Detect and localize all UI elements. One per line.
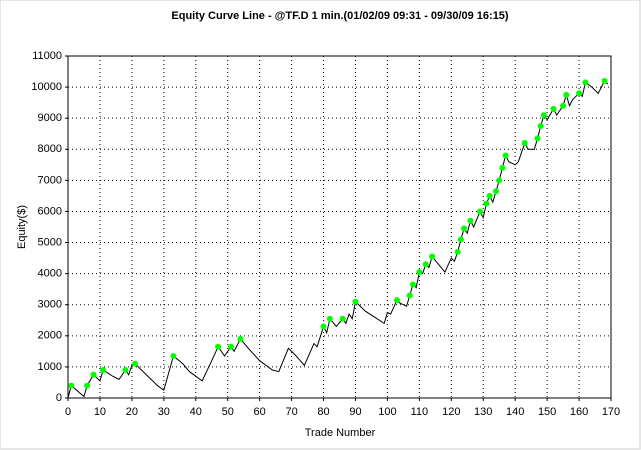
high-marker <box>393 297 400 304</box>
high-marker <box>237 335 244 342</box>
y-tick-label: 6000 <box>38 205 62 217</box>
x-tick-label: 130 <box>474 406 492 418</box>
high-marker <box>84 382 91 389</box>
y-tick-label: 0 <box>56 392 62 404</box>
high-marker <box>409 281 416 288</box>
y-tick-label: 5000 <box>38 236 62 248</box>
x-tick-label: 30 <box>158 406 170 418</box>
y-tick-label: 1000 <box>38 361 62 373</box>
y-tick-label: 9000 <box>38 112 62 124</box>
y-tick-label: 4000 <box>38 268 62 280</box>
high-marker <box>467 217 474 224</box>
high-marker <box>537 122 544 129</box>
high-marker <box>352 298 359 305</box>
high-marker <box>461 225 468 232</box>
high-marker <box>550 105 557 112</box>
high-marker <box>540 112 547 119</box>
high-marker <box>601 77 608 84</box>
chart-title: Equity Curve Line - @TF.D 1 min.(01/02/0… <box>171 10 509 22</box>
high-marker <box>499 164 506 171</box>
y-tick-label: 11000 <box>32 50 62 62</box>
high-marker <box>100 367 107 374</box>
high-marker <box>90 371 97 378</box>
x-tick-label: 140 <box>506 406 524 418</box>
high-marker <box>493 188 500 195</box>
high-marker <box>576 90 583 97</box>
x-tick-label: 70 <box>285 406 297 418</box>
plot-frame <box>67 55 612 399</box>
high-marker <box>170 353 177 360</box>
x-tick-label: 110 <box>411 406 429 418</box>
high-marker <box>122 367 129 374</box>
high-marker <box>521 140 528 147</box>
high-marker <box>422 261 429 268</box>
high-marker <box>454 248 461 255</box>
x-tick-label: 50 <box>222 406 234 418</box>
high-marker <box>496 177 503 184</box>
high-marker <box>406 292 413 299</box>
high-marker <box>486 192 493 199</box>
x-tick-label: 60 <box>254 406 266 418</box>
x-tick-label: 40 <box>190 406 202 418</box>
high-marker <box>68 382 75 389</box>
y-tick-label: 2000 <box>38 330 62 342</box>
high-marker <box>339 315 346 322</box>
x-tick-label: 120 <box>442 406 460 418</box>
x-tick-label: 170 <box>602 406 620 418</box>
high-marker <box>416 269 423 276</box>
x-tick-label: 100 <box>378 406 396 418</box>
high-marker <box>429 253 436 260</box>
x-tick-label: 0 <box>65 406 71 418</box>
x-axis-label: Trade Number <box>305 427 376 439</box>
x-tick-label: 80 <box>317 406 329 418</box>
y-tick-label: 3000 <box>38 299 62 311</box>
high-marker <box>560 102 567 109</box>
high-marker <box>457 236 464 243</box>
high-marker <box>320 323 327 330</box>
high-marker <box>132 360 139 367</box>
x-tick-label: 10 <box>94 406 106 418</box>
high-marker <box>215 343 222 350</box>
x-tick-label: 20 <box>126 406 138 418</box>
high-marker <box>502 152 509 159</box>
x-tick-label: 150 <box>538 406 556 418</box>
high-marker <box>563 91 570 98</box>
y-axis-label: Equity($) <box>16 205 28 249</box>
y-tick-label: 10000 <box>31 81 62 93</box>
y-tick-label: 7000 <box>38 174 62 186</box>
high-marker <box>326 315 333 322</box>
high-marker <box>534 135 541 142</box>
high-marker <box>582 79 589 86</box>
x-tick-label: 160 <box>570 406 588 418</box>
equity-line <box>67 80 609 399</box>
high-marker <box>483 200 490 207</box>
high-marker <box>477 208 484 215</box>
x-tick-label: 90 <box>349 406 361 418</box>
y-tick-label: 8000 <box>38 143 62 155</box>
high-marker <box>227 343 234 350</box>
